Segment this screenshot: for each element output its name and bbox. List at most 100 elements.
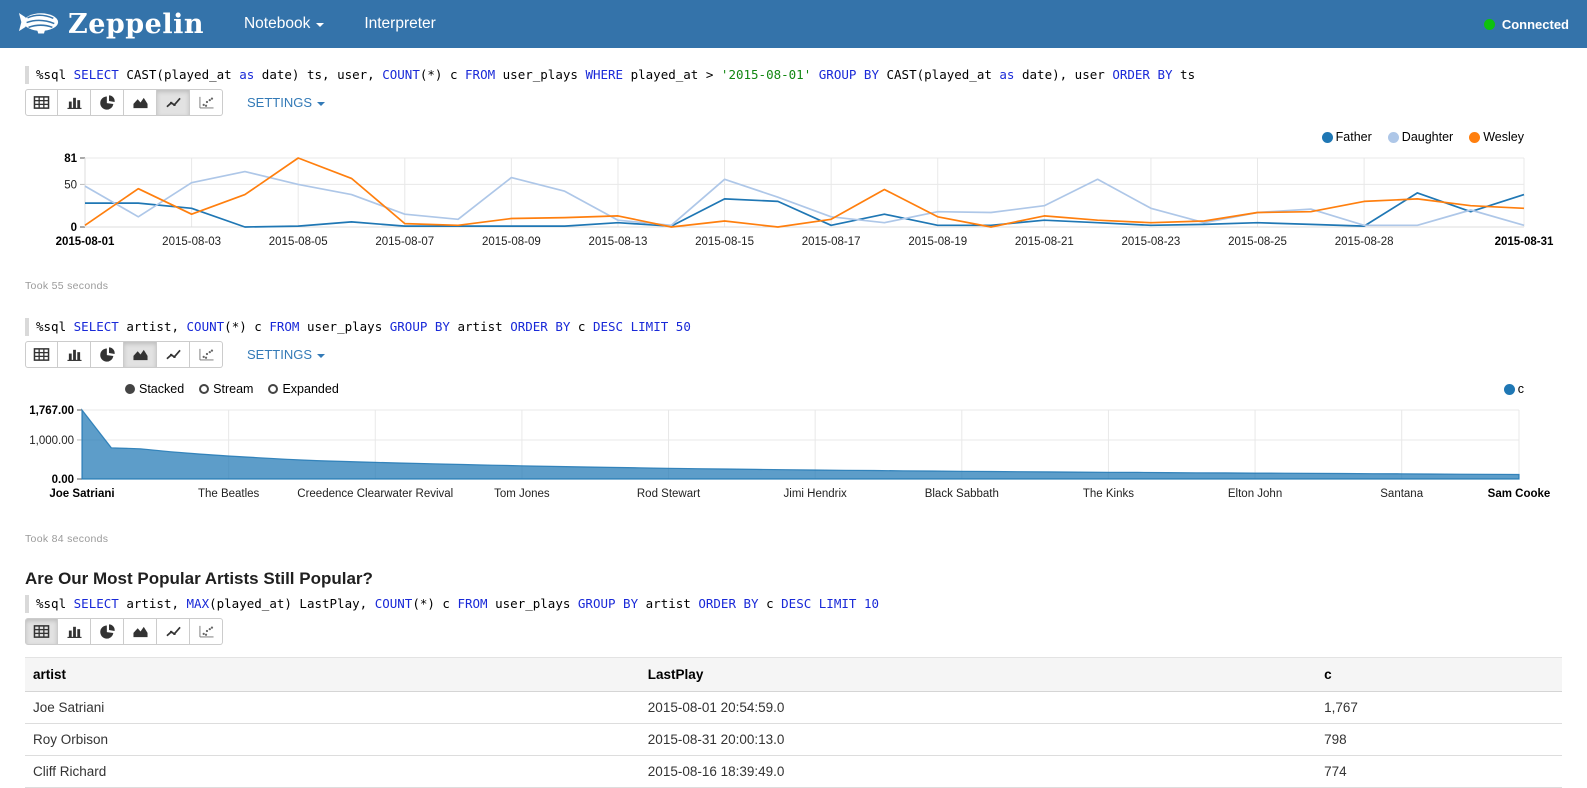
table-cell: 1,767	[1316, 692, 1562, 724]
legend-dot-icon	[1388, 132, 1399, 143]
code-token	[856, 596, 864, 611]
section-title: Are Our Most Popular Artists Still Popul…	[25, 569, 1562, 589]
table-cell: 2015-08-01 20:54:59.0	[640, 692, 1316, 724]
chart-type-table-button[interactable]	[25, 341, 58, 368]
code-token: date) ts, user,	[254, 67, 382, 82]
area-mode-stream-radio[interactable]: Stream	[199, 382, 253, 396]
paragraph-1: %sql SELECT CAST(played_at as date) ts, …	[25, 66, 1562, 292]
took-text-2: Took 84 seconds	[25, 533, 1562, 545]
chart-type-pie-chart-button[interactable]	[91, 89, 124, 116]
x-axis-tick-label: 2015-08-15	[695, 236, 754, 248]
nav-interpreter[interactable]: Interpreter	[364, 15, 436, 33]
x-axis-tick-label: 2015-08-09	[482, 236, 541, 248]
x-axis-tick-label: Sam Cooke	[1488, 488, 1551, 500]
chart-type-pie-chart-button[interactable]	[91, 618, 124, 645]
area-chart-icon	[132, 624, 149, 639]
table-column-header-LastPlay[interactable]: LastPlay	[640, 658, 1316, 692]
series-line-Wesley	[85, 158, 1524, 227]
line-chart-block: FatherDaughterWesley 050812015-08-012015…	[25, 126, 1562, 258]
code-token: CAST(played_at	[119, 67, 239, 82]
bar-chart-icon	[66, 347, 83, 362]
nav-interpreter-label: Interpreter	[364, 15, 436, 33]
table-row: Roy Orbison2015-08-31 20:00:13.0798	[25, 724, 1562, 756]
radio-label: Stacked	[139, 382, 184, 396]
area-mode-expanded-radio[interactable]: Expanded	[268, 382, 338, 396]
code-token: date), user	[1014, 67, 1112, 82]
code-token: COUNT	[375, 596, 413, 611]
result-table-body: Joe Satriani2015-08-01 20:54:59.01,767Ro…	[25, 692, 1562, 788]
chart-type-scatter-chart-button[interactable]	[190, 618, 223, 645]
area-chart-icon	[132, 95, 149, 110]
settings-toggle-1[interactable]: SETTINGS	[247, 95, 325, 110]
result-table-head: artistLastPlayc	[25, 658, 1562, 692]
settings-label: SETTINGS	[247, 95, 312, 110]
chart-type-area-chart-button[interactable]	[124, 618, 157, 645]
code-token: LIMIT	[631, 319, 669, 334]
sql-editor-2[interactable]: %sql SELECT artist, COUNT(*) c FROM user…	[25, 318, 1562, 336]
chart-type-line-chart-button[interactable]	[157, 89, 190, 116]
zeppelin-brand[interactable]: Zeppelin	[18, 9, 204, 40]
y-axis-tick-label: 50	[64, 179, 77, 191]
x-axis-tick-label: Black Sabbath	[925, 488, 999, 500]
area-mode-controls-row: Stacked Stream Expanded c	[25, 380, 1562, 398]
area-chart-container: 0.001,000.001,767.00Joe SatrianiThe Beat…	[25, 398, 1562, 507]
pie-chart-icon	[99, 347, 116, 362]
pie-chart-icon	[99, 624, 116, 639]
chart-type-bar-chart-button[interactable]	[58, 618, 91, 645]
pie-chart-icon	[99, 95, 116, 110]
code-token: user_plays	[495, 67, 585, 82]
chart-type-table-button[interactable]	[25, 89, 58, 116]
code-token	[623, 319, 631, 334]
chart-type-area-chart-button[interactable]	[124, 341, 157, 368]
code-token: SELECT	[74, 596, 119, 611]
scatter-chart-icon	[198, 347, 215, 362]
toolbar-2: SETTINGS	[25, 341, 1562, 368]
bar-chart-icon	[66, 624, 83, 639]
sql-editor-3[interactable]: %sql SELECT artist, MAX(played_at) LastP…	[25, 595, 1562, 613]
brand-title: Zeppelin	[68, 9, 204, 40]
chart-type-line-chart-button[interactable]	[157, 618, 190, 645]
x-axis-tick-label: 2015-08-05	[269, 236, 328, 248]
legend-item-Father[interactable]: Father	[1322, 130, 1372, 144]
table-column-header-c[interactable]: c	[1316, 658, 1562, 692]
table-row: Joe Satriani2015-08-01 20:54:59.01,767	[25, 692, 1562, 724]
chart-type-scatter-chart-button[interactable]	[190, 341, 223, 368]
chart-type-scatter-chart-button[interactable]	[190, 89, 223, 116]
code-token	[811, 596, 819, 611]
chart-type-area-chart-button[interactable]	[124, 89, 157, 116]
chart-type-line-chart-button[interactable]	[157, 341, 190, 368]
sql-editor-1[interactable]: %sql SELECT CAST(played_at as date) ts, …	[25, 66, 1562, 84]
x-axis-tick-label: The Kinks	[1083, 488, 1134, 500]
chart-type-table-button[interactable]	[25, 618, 58, 645]
code-token: c	[759, 596, 782, 611]
legend-dot-icon	[1504, 384, 1515, 395]
nav-notebook-label: Notebook	[244, 15, 310, 33]
area-mode-stacked-radio[interactable]: Stacked	[125, 382, 184, 396]
chart-type-bar-chart-button[interactable]	[58, 89, 91, 116]
legend-dot-icon	[1322, 132, 1333, 143]
code-token: %sql	[36, 319, 74, 334]
code-token: user_plays	[299, 319, 389, 334]
settings-label: SETTINGS	[247, 347, 312, 362]
code-token: FROM	[465, 67, 495, 82]
x-axis-tick-label: 2015-08-28	[1335, 236, 1394, 248]
result-table: artistLastPlayc Joe Satriani2015-08-01 2…	[25, 657, 1562, 788]
legend-item-Daughter[interactable]: Daughter	[1388, 130, 1453, 144]
radio-circle-icon	[125, 384, 135, 394]
table-column-header-artist[interactable]: artist	[25, 658, 640, 692]
line-chart-icon	[165, 624, 182, 639]
table-header-row: artistLastPlayc	[25, 658, 1562, 692]
code-token: (*) c	[224, 319, 269, 334]
series-area-c	[82, 410, 1519, 479]
nav-notebook[interactable]: Notebook	[244, 15, 324, 33]
legend-item-c[interactable]: c	[1504, 382, 1524, 396]
bar-chart-icon	[66, 95, 83, 110]
legend-item-Wesley[interactable]: Wesley	[1469, 130, 1524, 144]
code-token: artist,	[119, 319, 187, 334]
chart-type-group-1	[25, 89, 223, 116]
line-chart-icon	[165, 347, 182, 362]
chart-type-bar-chart-button[interactable]	[58, 341, 91, 368]
toolbar-3	[25, 618, 1562, 645]
settings-toggle-2[interactable]: SETTINGS	[247, 347, 325, 362]
chart-type-pie-chart-button[interactable]	[91, 341, 124, 368]
